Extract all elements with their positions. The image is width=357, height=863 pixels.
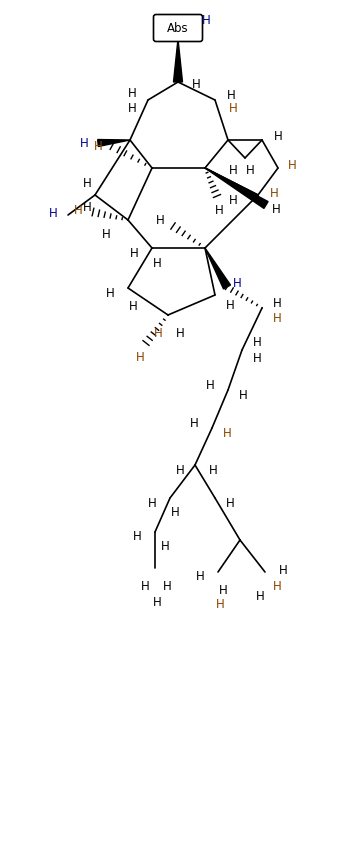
Polygon shape	[174, 39, 182, 82]
Text: H: H	[153, 595, 161, 608]
Text: H: H	[156, 213, 164, 226]
Text: H: H	[253, 351, 261, 364]
Text: H: H	[74, 204, 82, 217]
Text: H: H	[136, 350, 144, 363]
Text: H: H	[132, 531, 141, 544]
Text: H: H	[206, 379, 214, 392]
Text: H: H	[216, 597, 225, 610]
Polygon shape	[98, 140, 130, 147]
Text: H: H	[161, 540, 169, 553]
Text: H: H	[49, 206, 57, 219]
Text: H: H	[163, 579, 171, 593]
Text: H: H	[129, 299, 137, 312]
Text: H: H	[273, 297, 281, 310]
Text: H: H	[154, 326, 162, 339]
Text: H: H	[228, 102, 237, 115]
Text: H: H	[256, 590, 265, 603]
Text: H: H	[246, 163, 255, 177]
Text: H: H	[196, 570, 204, 583]
Text: H: H	[192, 78, 200, 91]
Text: H: H	[278, 564, 287, 576]
Text: H: H	[94, 140, 102, 153]
Text: H: H	[80, 136, 89, 149]
Text: H: H	[226, 299, 235, 312]
Text: H: H	[190, 417, 198, 430]
Polygon shape	[205, 248, 231, 289]
Text: H: H	[176, 326, 184, 339]
Text: H: H	[127, 102, 136, 115]
Text: H: H	[226, 496, 235, 509]
Text: H: H	[208, 463, 217, 476]
Text: H: H	[130, 247, 139, 260]
Text: H: H	[171, 507, 179, 520]
Text: H: H	[288, 159, 296, 172]
Text: H: H	[273, 312, 281, 324]
Text: H: H	[148, 496, 156, 509]
Text: H: H	[102, 228, 110, 241]
Text: H: H	[233, 276, 241, 289]
Text: H: H	[270, 186, 278, 199]
Text: H: H	[228, 163, 237, 177]
Text: H: H	[176, 463, 184, 476]
Text: H: H	[82, 177, 91, 190]
Text: H: H	[227, 89, 235, 102]
Text: H: H	[228, 193, 237, 206]
Text: H: H	[223, 426, 231, 439]
Text: H: H	[215, 204, 223, 217]
Text: H: H	[273, 581, 281, 594]
Text: H: H	[106, 287, 114, 299]
Text: H: H	[273, 129, 282, 142]
Text: H: H	[218, 583, 227, 596]
Text: H: H	[272, 203, 280, 216]
Text: H: H	[253, 336, 261, 349]
Text: Abs: Abs	[167, 22, 189, 35]
Text: H: H	[82, 200, 91, 213]
Text: H: H	[127, 86, 136, 99]
Text: H: H	[141, 579, 149, 593]
Text: H: H	[238, 388, 247, 401]
Text: H: H	[153, 256, 161, 269]
FancyBboxPatch shape	[154, 15, 202, 41]
Text: H: H	[202, 14, 210, 27]
Polygon shape	[205, 168, 268, 209]
